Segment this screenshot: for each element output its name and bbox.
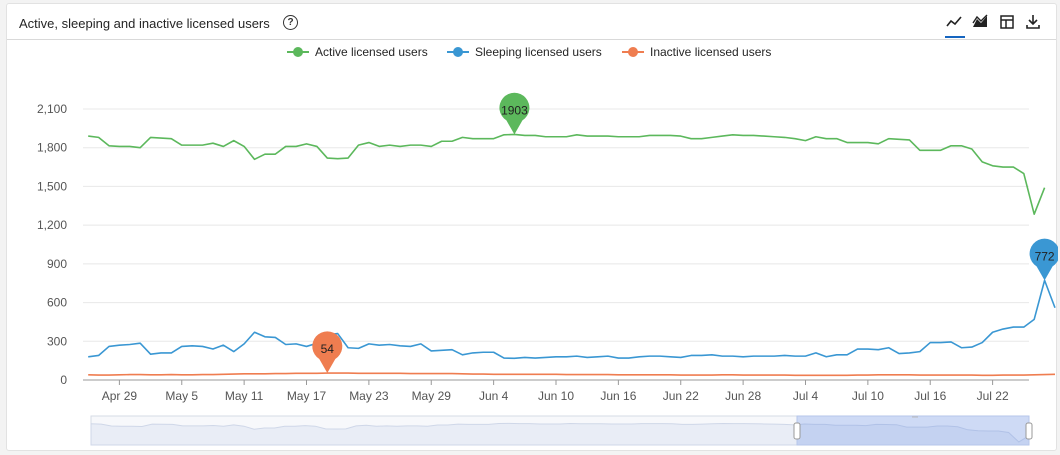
marker-label: 772 — [1035, 249, 1055, 263]
x-tick-label: Jul 22 — [977, 389, 1009, 403]
y-tick-label: 600 — [47, 296, 67, 310]
marker-pin — [499, 92, 530, 135]
navigator-selection[interactable] — [796, 415, 1030, 446]
marker-sleeping[interactable]: 772 — [1029, 238, 1058, 281]
range-navigator[interactable] — [90, 415, 1033, 446]
download-icon[interactable] — [1024, 13, 1044, 33]
y-tick-label: 900 — [47, 257, 67, 271]
legend-label: Inactive licensed users — [650, 45, 772, 59]
chart-card: Active, sleeping and inactive licensed u… — [6, 3, 1058, 451]
navigator-handle[interactable] — [793, 422, 801, 440]
marker-pin — [1029, 238, 1058, 281]
area-chart-icon[interactable] — [971, 13, 991, 33]
table-icon[interactable] — [998, 13, 1018, 33]
y-tick-label: 2,100 — [37, 102, 67, 116]
x-tick-label: Jun 4 — [479, 389, 509, 403]
y-tick-label: 300 — [47, 334, 67, 348]
series-line-inactive[interactable] — [88, 372, 1056, 377]
x-tick-label: Jun 16 — [600, 389, 636, 403]
y-tick-label: 1,200 — [37, 218, 67, 232]
x-tick-label: May 17 — [287, 389, 327, 403]
line-chart: 0 300 600 900 1,200 1,500 1,800 2,100 Apr 29 May … — [37, 92, 1058, 446]
chart-legend: Active licensed users Sleeping licensed … — [7, 40, 1056, 62]
x-tick-label: Jul 10 — [852, 389, 884, 403]
legend-label: Active licensed users — [315, 45, 428, 59]
x-tick-label: Jul 16 — [914, 389, 946, 403]
chart-header: Active, sleeping and inactive licensed u… — [7, 4, 1056, 40]
legend-marker-active — [287, 47, 309, 57]
marker-label: 54 — [321, 342, 335, 356]
marker-label: 1903 — [501, 103, 528, 117]
x-tick-label: May 23 — [349, 389, 389, 403]
legend-marker-sleeping — [447, 47, 469, 57]
series-line-sleeping[interactable] — [88, 279, 1056, 360]
x-tick-label: May 11 — [225, 389, 264, 403]
chart-title: Active, sleeping and inactive licensed u… — [19, 16, 270, 31]
marker-inactive[interactable]: 54 — [312, 331, 343, 374]
line-chart-icon[interactable] — [945, 13, 965, 38]
x-tick-label: Jun 22 — [663, 389, 699, 403]
x-tick-label: May 29 — [412, 389, 452, 403]
x-tick-label: May 5 — [165, 389, 198, 403]
y-tick-label: 1,800 — [37, 141, 67, 155]
x-tick-label: Apr 29 — [102, 389, 138, 403]
legend-label: Sleeping licensed users — [475, 45, 602, 59]
series-line-active[interactable] — [88, 133, 1046, 215]
x-tick-label: Jun 28 — [725, 389, 761, 403]
y-tick-label: 0 — [60, 373, 67, 387]
x-tick-label: Jun 10 — [538, 389, 574, 403]
legend-marker-inactive — [622, 47, 644, 57]
marker-active[interactable]: 1903 — [499, 92, 530, 135]
help-icon[interactable]: ? — [283, 15, 298, 30]
y-tick-label: 1,500 — [37, 179, 67, 193]
navigator-handle[interactable] — [1025, 422, 1033, 440]
x-tick-label: Jul 4 — [793, 389, 819, 403]
marker-pin — [312, 331, 343, 374]
